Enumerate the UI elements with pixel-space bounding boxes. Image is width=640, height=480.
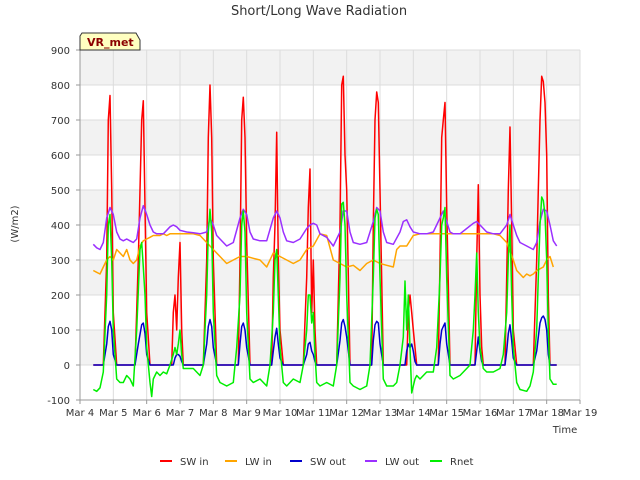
badge-box	[79, 32, 141, 51]
x-axis-label: Time	[552, 425, 577, 436]
x-tick-label: Mar 13	[363, 408, 398, 419]
x-tick-label: Mar 16	[463, 408, 498, 419]
station-badge: VR_met	[79, 32, 141, 51]
x-tick-label: Mar 18	[529, 408, 564, 419]
plot-band	[80, 260, 580, 295]
x-tick-label: Mar 5	[99, 408, 127, 419]
legend-label: Rnet	[450, 457, 473, 468]
y-tick-label: 200	[51, 291, 70, 302]
y-tick-label: -100	[47, 396, 70, 407]
legend-label: LW out	[385, 457, 419, 468]
y-tick-label: 600	[51, 151, 70, 162]
chart-title: Short/Long Wave Radiation	[231, 4, 407, 19]
series-line-lw-out	[92, 204, 558, 251]
plot-band	[80, 190, 580, 225]
x-tick-label: Mar 9	[232, 408, 260, 419]
y-tick-labels: -100 0 100 200 300 400 500 600 700 800 900	[47, 46, 80, 407]
series-line-rnet	[92, 196, 557, 398]
x-tick-label: Mar 10	[263, 408, 298, 419]
x-tick-label: Mar 8	[199, 408, 227, 419]
x-tick-label: Mar 14	[396, 408, 431, 419]
y-tick-label: 800	[51, 81, 70, 92]
legend-label: LW in	[245, 457, 272, 468]
x-tick-label: Mar 6	[132, 408, 160, 419]
x-tick-label: Mar 11	[296, 408, 331, 419]
x-tick-label: Mar 7	[166, 408, 194, 419]
x-tick-label: Mar 12	[329, 408, 364, 419]
x-tick-label: Mar 15	[429, 408, 464, 419]
legend-label: SW out	[310, 457, 346, 468]
plot-band	[80, 120, 580, 155]
y-tick-label: 700	[51, 116, 70, 127]
legend-label: SW in	[180, 457, 209, 468]
y-tick-label: 400	[51, 221, 70, 232]
y-tick-label: 500	[51, 186, 70, 197]
y-tick-label: 300	[51, 256, 70, 267]
plot-band	[80, 50, 580, 85]
legend: SW in LW in SW out LW out Rnet	[160, 457, 473, 468]
badge-label: VR_met	[87, 36, 134, 49]
y-tick-label: 900	[51, 46, 70, 57]
y-tick-label: 100	[51, 326, 70, 337]
plot-band	[80, 330, 580, 365]
x-tick-label: Mar 17	[496, 408, 531, 419]
y-axis-label: (W/m2)	[10, 205, 21, 242]
y-tick-label: 0	[64, 361, 70, 372]
x-tick-labels: Mar 4 Mar 5 Mar 6 Mar 7 Mar 8 Mar 9 Mar 10Mar …	[66, 400, 598, 419]
x-tick-label: Mar 4	[66, 408, 94, 419]
series-lines	[92, 75, 558, 398]
x-tick-label: Mar 19	[563, 408, 598, 419]
